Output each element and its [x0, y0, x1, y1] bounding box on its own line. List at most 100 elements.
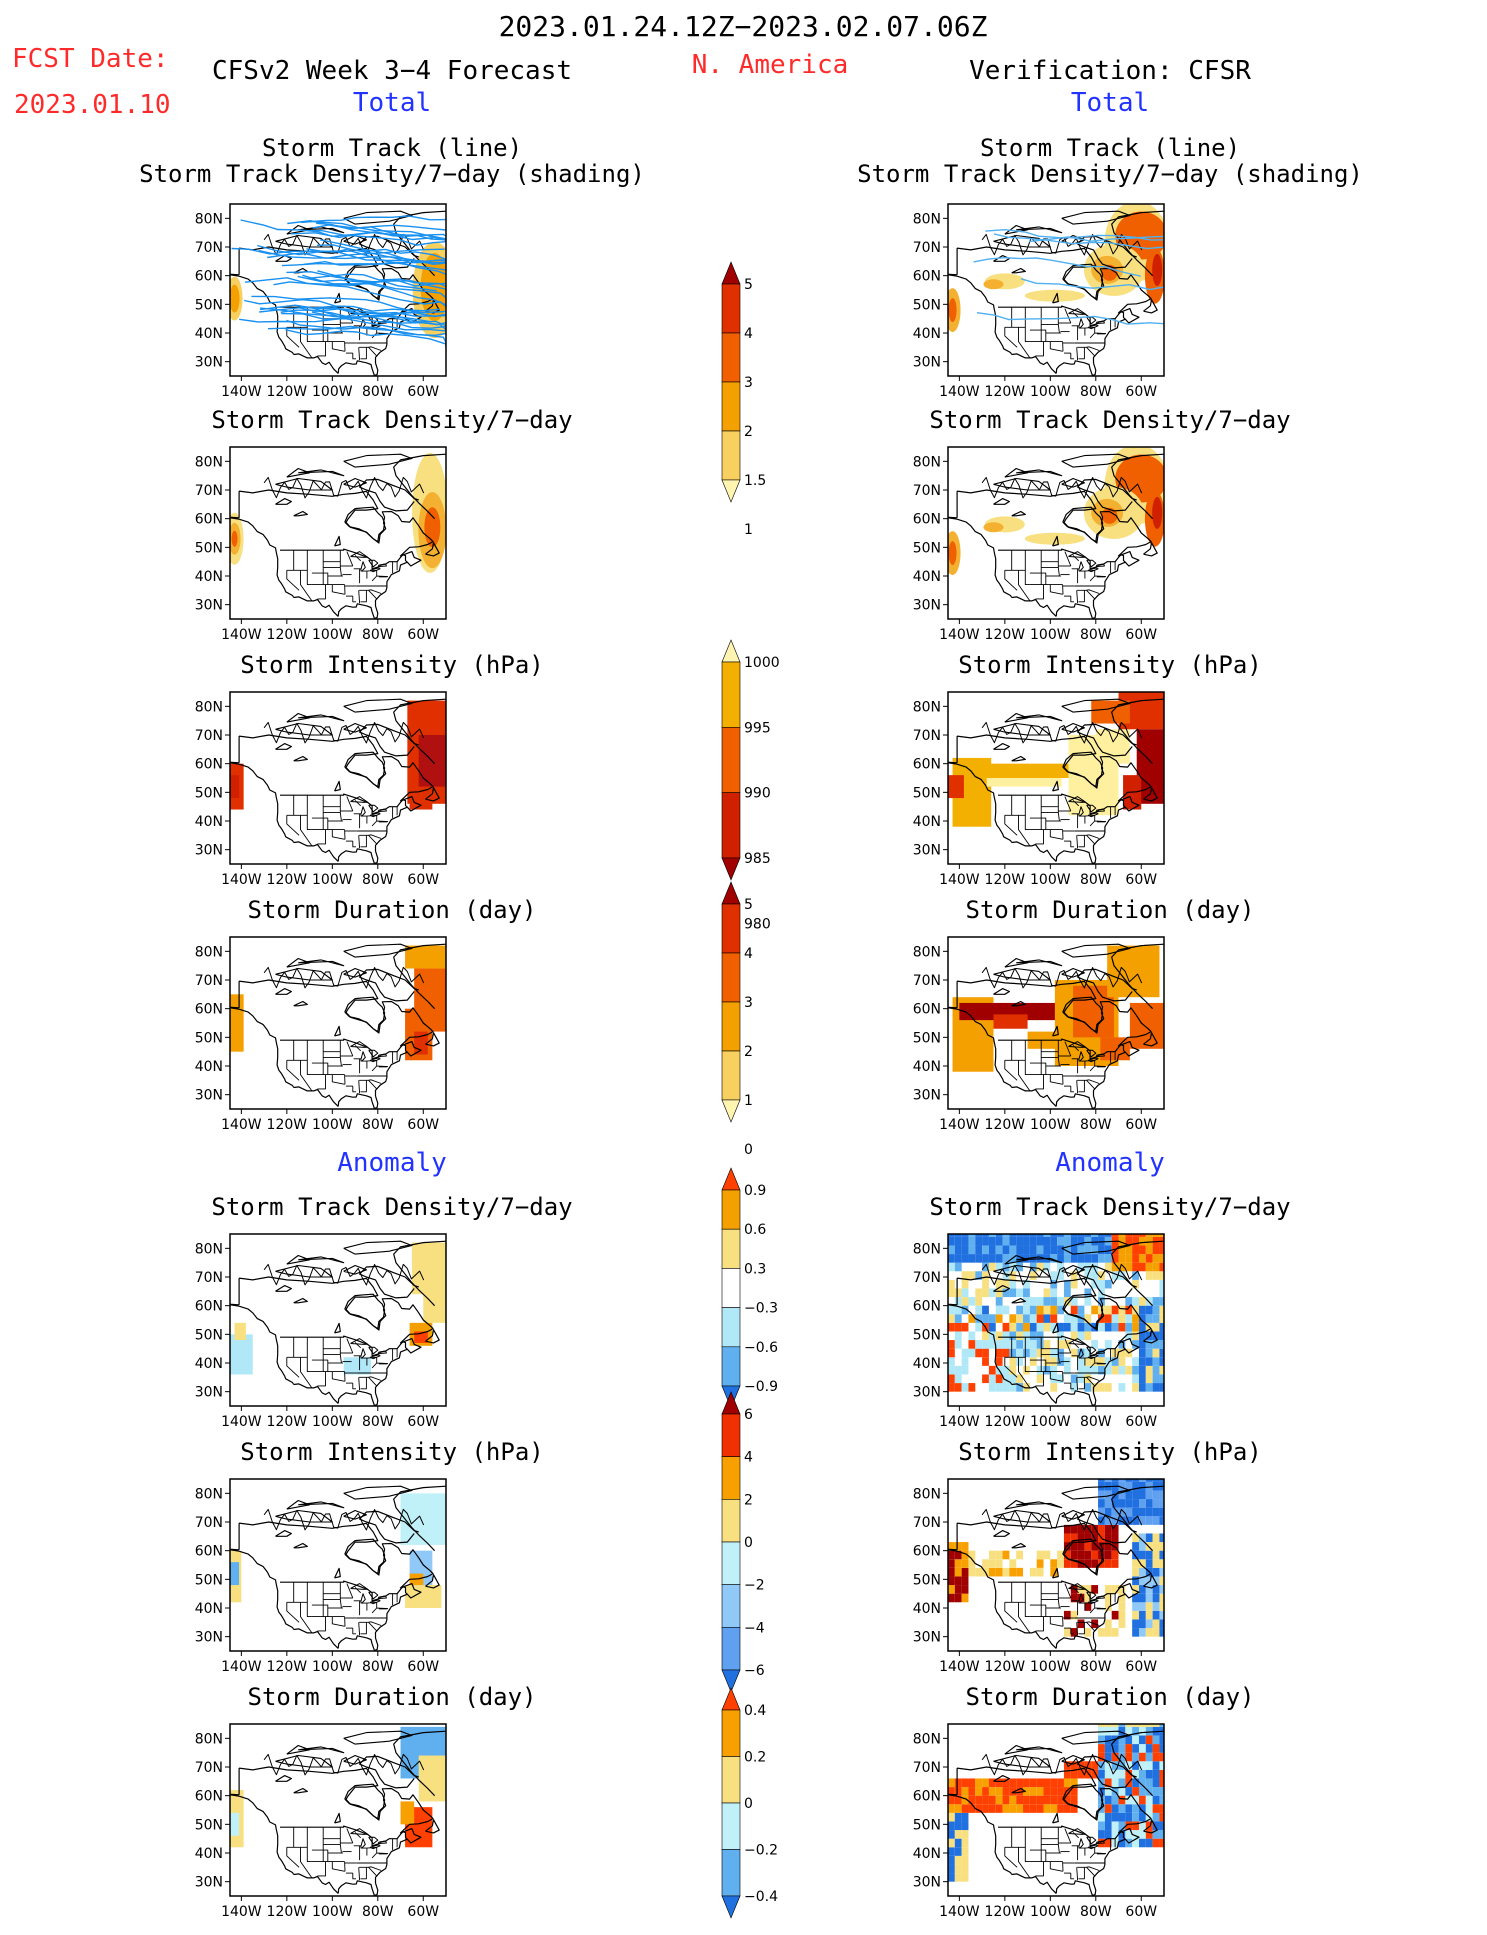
- forecast-title: CFSv2 Week 3−4 Forecast: [211, 56, 573, 86]
- lat-tick-label: 50N: [913, 1030, 941, 1046]
- lat-tick-label: 30N: [913, 843, 941, 859]
- lon-tick-label: 140W: [221, 384, 262, 400]
- lat-tick-label: 70N: [913, 728, 941, 744]
- lon-tick-label: 140W: [221, 1117, 262, 1133]
- lat-tick-label: 70N: [195, 1270, 223, 1286]
- colorbar-label: 2: [744, 424, 753, 440]
- lon-tick-label: 100W: [312, 872, 353, 888]
- lat-tick-label: 50N: [913, 1327, 941, 1343]
- lon-tick-label: 60W: [407, 1117, 439, 1133]
- title-intensity-ver: Storm Intensity (hPa): [958, 651, 1262, 679]
- colorbar-label: 0.2: [744, 1750, 766, 1766]
- colorbar-label: 1.5: [744, 473, 766, 489]
- lon-tick-label: 100W: [1030, 1659, 1071, 1675]
- lon-tick-label: 80W: [362, 872, 394, 888]
- lon-tick-label: 100W: [1030, 872, 1071, 888]
- lat-tick-label: 40N: [195, 1846, 223, 1862]
- lon-tick-label: 120W: [985, 1904, 1026, 1920]
- lat-tick-label: 60N: [913, 1002, 941, 1018]
- colorbar-label: 3: [744, 375, 753, 391]
- lon-tick-label: 80W: [1080, 872, 1112, 888]
- lon-tick-label: 100W: [1030, 1904, 1071, 1920]
- lat-tick-label: 80N: [195, 454, 223, 470]
- lat-tick-label: 60N: [195, 1544, 223, 1560]
- lon-tick-label: 60W: [407, 872, 439, 888]
- colorbar-label: 1000: [744, 655, 780, 671]
- lat-tick-label: 70N: [913, 1270, 941, 1286]
- lat-tick-label: 70N: [913, 240, 941, 256]
- lat-tick-label: 80N: [913, 1241, 941, 1257]
- colorbar-label: 0.6: [744, 1222, 766, 1238]
- colorbar-label: 2: [744, 1492, 753, 1508]
- lon-tick-label: 100W: [312, 627, 353, 643]
- colorbar-label: 0.9: [744, 1183, 766, 1199]
- lat-tick-label: 80N: [195, 699, 223, 715]
- lon-tick-label: 100W: [1030, 627, 1071, 643]
- lon-tick-label: 60W: [1125, 872, 1157, 888]
- lon-tick-label: 100W: [312, 1904, 353, 1920]
- map-anomaly-intensity-verification: 80N 70N 60N 50N 40N 30N 140W 120W 100W 80W 60W: [894, 1475, 1184, 1690]
- title-anom-intensity-fcst: Storm Intensity (hPa): [240, 1438, 544, 1466]
- lon-tick-label: 120W: [985, 1659, 1026, 1675]
- colorbar-label: 0: [744, 1142, 753, 1158]
- colorbar-label: 1: [744, 522, 753, 538]
- lon-tick-label: 80W: [1080, 1117, 1112, 1133]
- lat-tick-label: 40N: [913, 1356, 941, 1372]
- lat-tick-label: 80N: [913, 1486, 941, 1502]
- colorbar-label: −0.4: [744, 1889, 778, 1905]
- lon-tick-label: 140W: [221, 1659, 262, 1675]
- lat-tick-label: 70N: [913, 1760, 941, 1776]
- title-track-line-ver: Storm Track (line): [979, 134, 1241, 162]
- lon-tick-label: 120W: [985, 1117, 1026, 1133]
- map-density-forecast: 80N 70N 60N 50N 40N 30N 140W 120W 100W 80W 60W: [176, 443, 466, 658]
- lat-tick-label: 80N: [913, 454, 941, 470]
- colorbar-label: 5: [744, 897, 753, 913]
- lat-tick-label: 70N: [195, 483, 223, 499]
- lat-tick-label: 60N: [913, 1544, 941, 1560]
- lat-tick-label: 70N: [195, 973, 223, 989]
- lon-tick-label: 80W: [362, 1659, 394, 1675]
- lat-tick-label: 60N: [195, 269, 223, 285]
- colorbar-label: 990: [744, 786, 771, 802]
- colorbar-label: −6: [744, 1663, 765, 1679]
- title-intensity-fcst: Storm Intensity (hPa): [240, 651, 544, 679]
- lat-tick-label: 40N: [195, 569, 223, 585]
- lat-tick-label: 70N: [195, 1515, 223, 1531]
- colorbar-anomaly-density: 0.9 0.6 0.3 −0.3 −0.6 −0.9: [721, 1167, 792, 1418]
- lat-tick-label: 60N: [913, 757, 941, 773]
- lon-tick-label: 120W: [267, 1904, 308, 1920]
- lon-tick-label: 140W: [221, 872, 262, 888]
- lon-tick-label: 120W: [985, 1414, 1026, 1430]
- lat-tick-label: 70N: [195, 240, 223, 256]
- lon-tick-label: 100W: [1030, 384, 1071, 400]
- colorbar-label: 0: [744, 1796, 753, 1812]
- title-anom-intensity-ver: Storm Intensity (hPa): [958, 1438, 1262, 1466]
- lon-tick-label: 80W: [1080, 1414, 1112, 1430]
- lat-tick-label: 70N: [195, 1760, 223, 1776]
- lon-tick-label: 80W: [1080, 1659, 1112, 1675]
- lat-tick-label: 30N: [195, 843, 223, 859]
- colorbar-label: 995: [744, 720, 771, 736]
- lon-tick-label: 80W: [1080, 384, 1112, 400]
- lat-tick-label: 40N: [913, 1059, 941, 1075]
- colorbar-label: 2: [744, 1044, 753, 1060]
- verification-anomaly-label: Anomaly: [1055, 1148, 1165, 1178]
- lon-tick-label: 120W: [267, 384, 308, 400]
- lon-tick-label: 140W: [221, 1414, 262, 1430]
- colorbar-label: −0.6: [744, 1340, 778, 1356]
- map-intensity-forecast: 80N 70N 60N 50N 40N 30N 140W 120W 100W 80W 60W: [176, 688, 466, 903]
- map-storm-track-forecast: 80N 70N 60N 50N 40N 30N 140W 120W 100W 80W 60W: [176, 200, 466, 415]
- lat-tick-label: 50N: [195, 540, 223, 556]
- lon-tick-label: 140W: [939, 1904, 980, 1920]
- lat-tick-label: 60N: [195, 1002, 223, 1018]
- lon-tick-label: 100W: [312, 1117, 353, 1133]
- title-anom-density-fcst: Storm Track Density/7−day: [211, 1193, 573, 1221]
- map-intensity-verification: 80N 70N 60N 50N 40N 30N 140W 120W 100W 80W 60W: [894, 688, 1184, 903]
- lon-tick-label: 140W: [939, 872, 980, 888]
- title-track-shading-fcst: Storm Track Density/7−day (shading): [139, 160, 645, 188]
- map-density-verification: 80N 70N 60N 50N 40N 30N 140W 120W 100W 80W 60W: [894, 443, 1184, 658]
- colorbar-label: 0: [744, 1535, 753, 1551]
- lon-tick-label: 140W: [939, 1414, 980, 1430]
- title-anom-duration-fcst: Storm Duration (day): [247, 1683, 537, 1711]
- lat-tick-label: 30N: [913, 1630, 941, 1646]
